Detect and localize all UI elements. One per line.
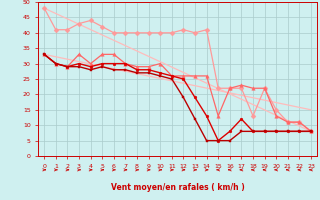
X-axis label: Vent moyen/en rafales ( km/h ): Vent moyen/en rafales ( km/h )	[111, 183, 244, 192]
